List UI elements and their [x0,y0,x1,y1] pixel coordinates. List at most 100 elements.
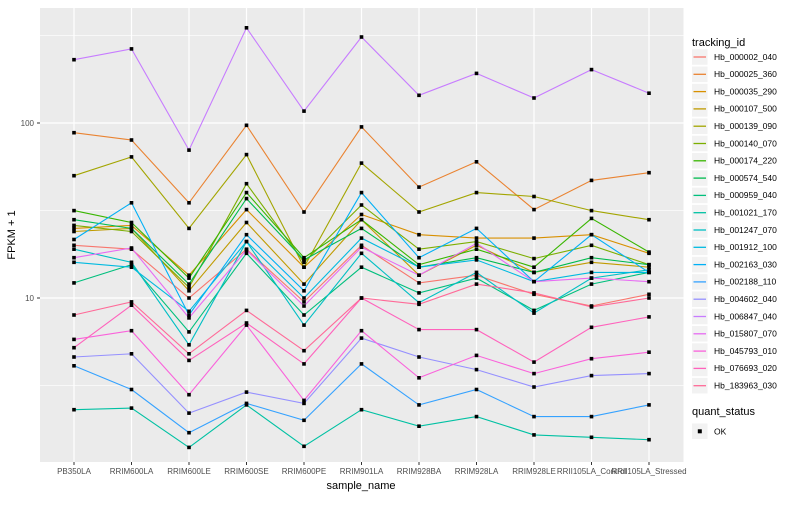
data-point [302,289,306,293]
data-point [187,289,191,293]
data-point [359,251,364,256]
data-point [129,47,134,51]
data-point [532,414,536,419]
data-point [532,360,536,364]
data-point [72,243,76,248]
x-tick-label: RRIM928LE [512,467,556,476]
data-point [129,260,134,265]
data-point [72,208,76,213]
data-point [417,403,421,407]
data-point [72,364,76,368]
data-point [359,328,364,333]
data-point [532,270,536,275]
data-point [417,302,421,307]
data-point [302,300,306,304]
data-point [417,281,421,285]
data-point [129,300,134,304]
legend-entry: Hb_000025_360 [692,66,777,83]
data-point [302,444,306,449]
data-point [187,330,191,334]
data-point [302,265,306,269]
data-point [359,190,364,195]
data-point [474,367,479,372]
data-point [474,414,479,419]
legend-entry-label: Hb_002188_110 [714,277,777,287]
data-point [129,406,134,410]
data-point [72,407,76,412]
data-point [72,281,76,285]
data-point [244,401,249,406]
legend-entry: Hb_045793_010 [692,343,777,359]
data-point [647,250,651,254]
data-point [647,403,651,407]
data-point [589,435,594,440]
data-point [187,201,191,205]
legend-entry-label: Hb_000140_070 [714,138,777,148]
data-point [417,265,421,269]
data-point [244,248,249,252]
x-tick-label: RRIM600LA [110,467,154,476]
data-point [129,220,134,225]
data-point [72,223,76,228]
data-point [589,276,594,280]
data-point [417,232,421,237]
data-point [129,328,134,333]
data-point [72,130,76,135]
legend-entry-label: Hb_000002_040 [714,52,777,62]
data-point [302,401,306,406]
data-point [72,229,76,234]
data-point [187,358,191,363]
y-tick-label: 100 [21,119,35,128]
x-tick-label: PB350LA [57,467,91,476]
y-tick-label: 10 [25,294,34,303]
data-point [187,226,191,231]
data-point [474,226,479,231]
data-point [72,255,76,260]
data-point [244,308,249,313]
x-tick-label: RRIM928BA [397,467,442,476]
data-point [474,71,479,76]
data-point [187,273,191,277]
data-point [474,247,479,251]
legend-entry: Hb_000002_040 [692,49,777,65]
data-point [417,273,421,277]
shape-legend-title: quant_status [692,406,755,418]
data-point [474,282,479,286]
data-point [187,148,191,152]
data-point [589,325,594,330]
data-point [589,255,594,260]
data-point [72,247,76,251]
data-point [129,387,134,392]
data-point [647,270,651,275]
shape-legend-entry: OK [692,423,727,439]
data-point [244,123,249,128]
data-point [417,291,421,295]
shape-legend-label: OK [714,426,727,436]
legend-entry-label: Hb_001247_070 [714,225,777,235]
legend-entry: Hb_000107_500 [692,101,777,117]
data-point [647,265,651,269]
data-point [589,260,594,265]
legend-entry: Hb_002188_110 [692,274,777,290]
data-point [589,305,594,309]
legend-entry-label: Hb_000174_220 [714,156,777,166]
data-point [589,243,594,248]
legend-entry-label: Hb_000107_500 [714,104,777,114]
data-point [187,316,191,320]
x-tick-label: RRII105LA_Control [557,467,627,476]
legend-entry-label: Hb_002163_030 [714,259,777,269]
legend-entry: Hb_000574_540 [692,170,777,186]
data-point [589,414,594,419]
data-point [244,323,249,327]
legend-entry: Hb_004602_040 [692,291,777,307]
data-point [187,411,191,415]
data-point [302,210,306,214]
data-point [244,207,249,212]
data-point [359,336,364,340]
data-point [302,323,306,327]
data-point [302,255,306,260]
data-point [244,190,249,195]
data-point [129,246,134,250]
legend-entry: Hb_001021_170 [692,204,777,221]
data-point [244,26,249,30]
